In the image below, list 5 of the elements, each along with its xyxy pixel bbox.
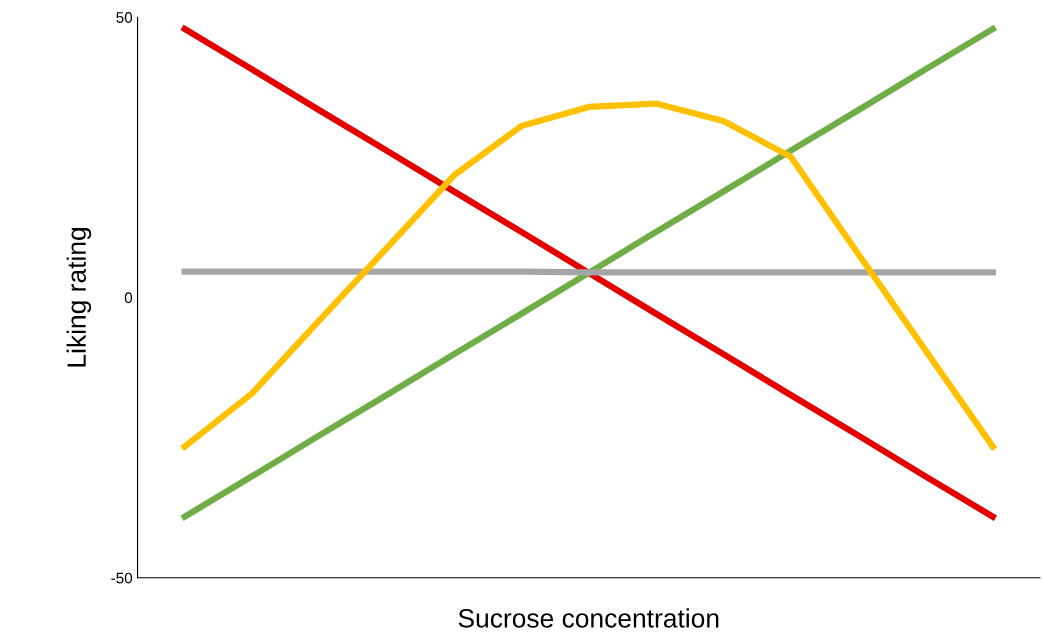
y-axis-title: Liking rating <box>66 228 92 367</box>
y-tick-label: -50 <box>111 572 133 584</box>
x-axis-title: Sucrose concentration <box>458 608 719 628</box>
y-tick-label: 50 <box>116 12 133 23</box>
y-tick-label: 0 <box>124 292 133 304</box>
